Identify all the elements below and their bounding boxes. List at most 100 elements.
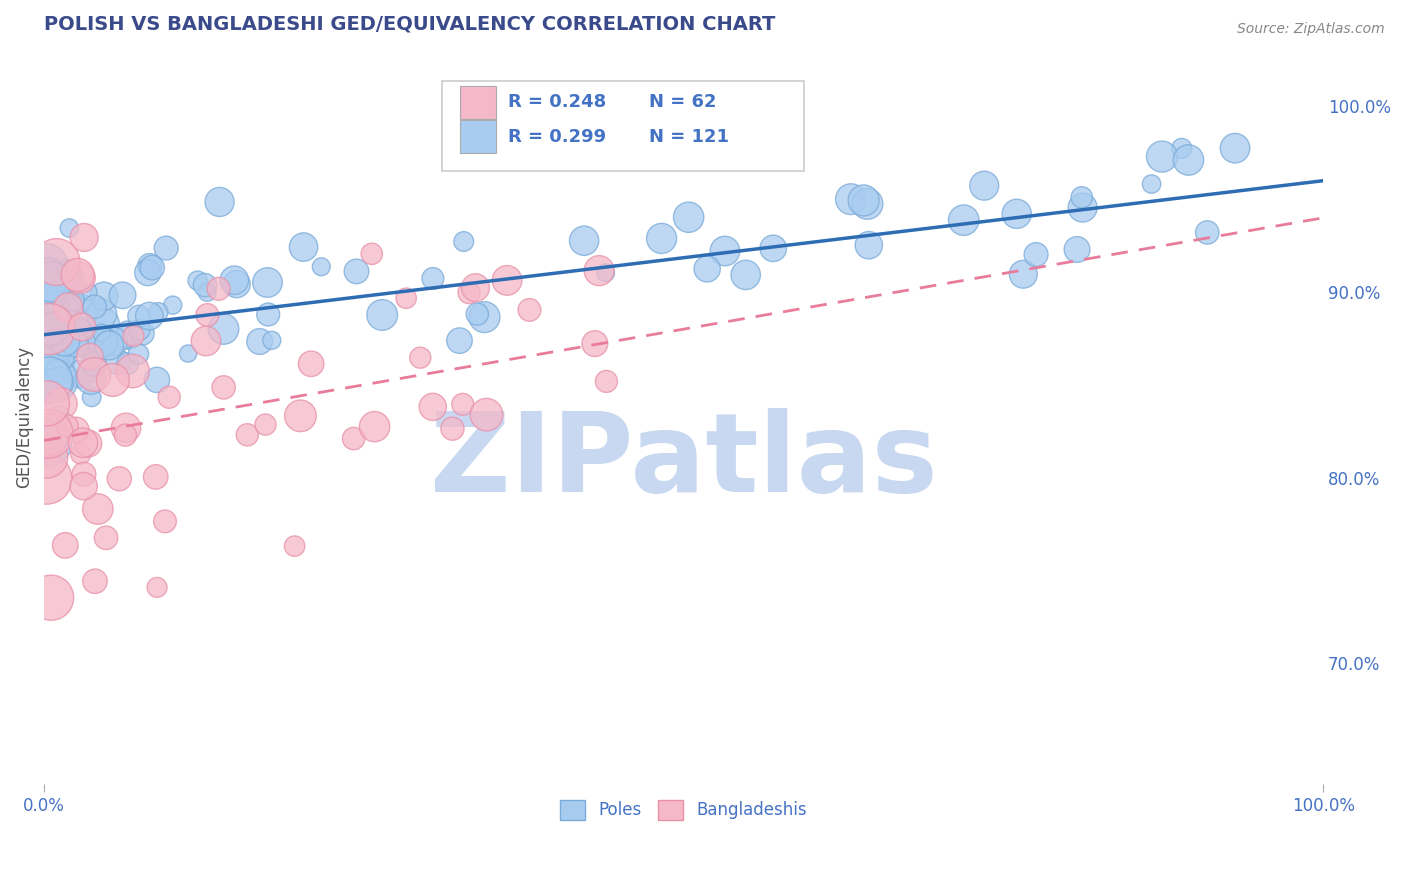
Point <box>35 309 58 323</box>
Point <box>83 300 105 314</box>
Point <box>46 376 69 390</box>
Point <box>44 274 66 288</box>
Point <box>422 271 444 285</box>
Point <box>395 291 418 305</box>
Point <box>56 326 79 340</box>
FancyBboxPatch shape <box>441 81 804 171</box>
Point <box>852 194 875 208</box>
Point <box>474 310 496 325</box>
Bar <box>460 86 495 119</box>
Point <box>224 273 246 287</box>
Point <box>87 502 110 516</box>
Point <box>69 271 91 285</box>
Point <box>762 241 785 255</box>
Point <box>734 268 756 282</box>
Point <box>121 364 143 378</box>
Point <box>35 472 58 486</box>
Point <box>62 324 84 338</box>
Point <box>1140 177 1163 191</box>
Point <box>162 298 184 312</box>
Point <box>65 337 87 351</box>
Point <box>496 273 519 287</box>
Point <box>114 428 136 442</box>
Point <box>256 276 278 290</box>
Point <box>290 409 312 423</box>
Point <box>572 234 595 248</box>
Point <box>62 293 84 307</box>
Point <box>714 244 737 258</box>
Point <box>284 539 307 553</box>
Point <box>343 432 366 446</box>
Point <box>141 260 163 275</box>
Point <box>236 427 259 442</box>
Bar <box>460 120 495 153</box>
Point <box>153 514 176 528</box>
Point <box>1005 207 1028 221</box>
Point <box>839 192 862 206</box>
Point <box>53 272 76 286</box>
Point <box>55 351 77 366</box>
Point <box>651 231 673 245</box>
Point <box>77 436 100 450</box>
Point <box>83 368 105 382</box>
Point <box>91 335 114 350</box>
Point <box>35 428 58 442</box>
Text: POLISH VS BANGLADESHI GED/EQUIVALENCY CORRELATION CHART: POLISH VS BANGLADESHI GED/EQUIVALENCY CO… <box>44 15 776 34</box>
Point <box>79 350 101 364</box>
Point <box>475 408 498 422</box>
Point <box>41 347 63 361</box>
Point <box>111 330 134 344</box>
Point <box>311 260 333 274</box>
Point <box>45 373 67 387</box>
Point <box>464 280 486 294</box>
Point <box>678 211 700 225</box>
Point <box>225 277 247 291</box>
Point <box>122 329 145 343</box>
Point <box>1071 201 1094 215</box>
Point <box>346 264 368 278</box>
Text: Source: ZipAtlas.com: Source: ZipAtlas.com <box>1237 22 1385 37</box>
Point <box>56 268 79 282</box>
Point <box>46 363 69 377</box>
Point <box>69 447 91 461</box>
Point <box>70 320 93 334</box>
Point <box>35 450 58 464</box>
Point <box>52 325 75 339</box>
Point <box>195 308 218 322</box>
Point <box>37 327 59 342</box>
Point <box>58 301 80 315</box>
Point <box>39 270 62 285</box>
Point <box>46 365 69 379</box>
Point <box>69 367 91 381</box>
Point <box>187 274 209 288</box>
Point <box>136 266 159 280</box>
Point <box>48 350 70 364</box>
Point <box>51 397 73 411</box>
Point <box>91 335 114 350</box>
Point <box>73 467 96 482</box>
Point <box>90 326 112 340</box>
Point <box>53 334 76 348</box>
Point <box>1070 190 1092 204</box>
Point <box>83 357 105 371</box>
Point <box>212 380 235 394</box>
Point <box>139 259 162 273</box>
Point <box>973 178 995 193</box>
Point <box>1177 153 1199 167</box>
Point <box>363 419 385 434</box>
Point <box>856 197 879 211</box>
Point <box>131 326 153 341</box>
Point <box>56 298 79 312</box>
Point <box>35 271 58 285</box>
Point <box>453 235 475 249</box>
Point <box>249 334 271 349</box>
Point <box>194 334 217 348</box>
Point <box>177 346 200 360</box>
Point <box>91 336 114 351</box>
Point <box>519 302 541 317</box>
Point <box>107 355 129 369</box>
Point <box>72 303 94 318</box>
Point <box>146 581 169 595</box>
Point <box>360 247 382 261</box>
Point <box>115 421 138 435</box>
